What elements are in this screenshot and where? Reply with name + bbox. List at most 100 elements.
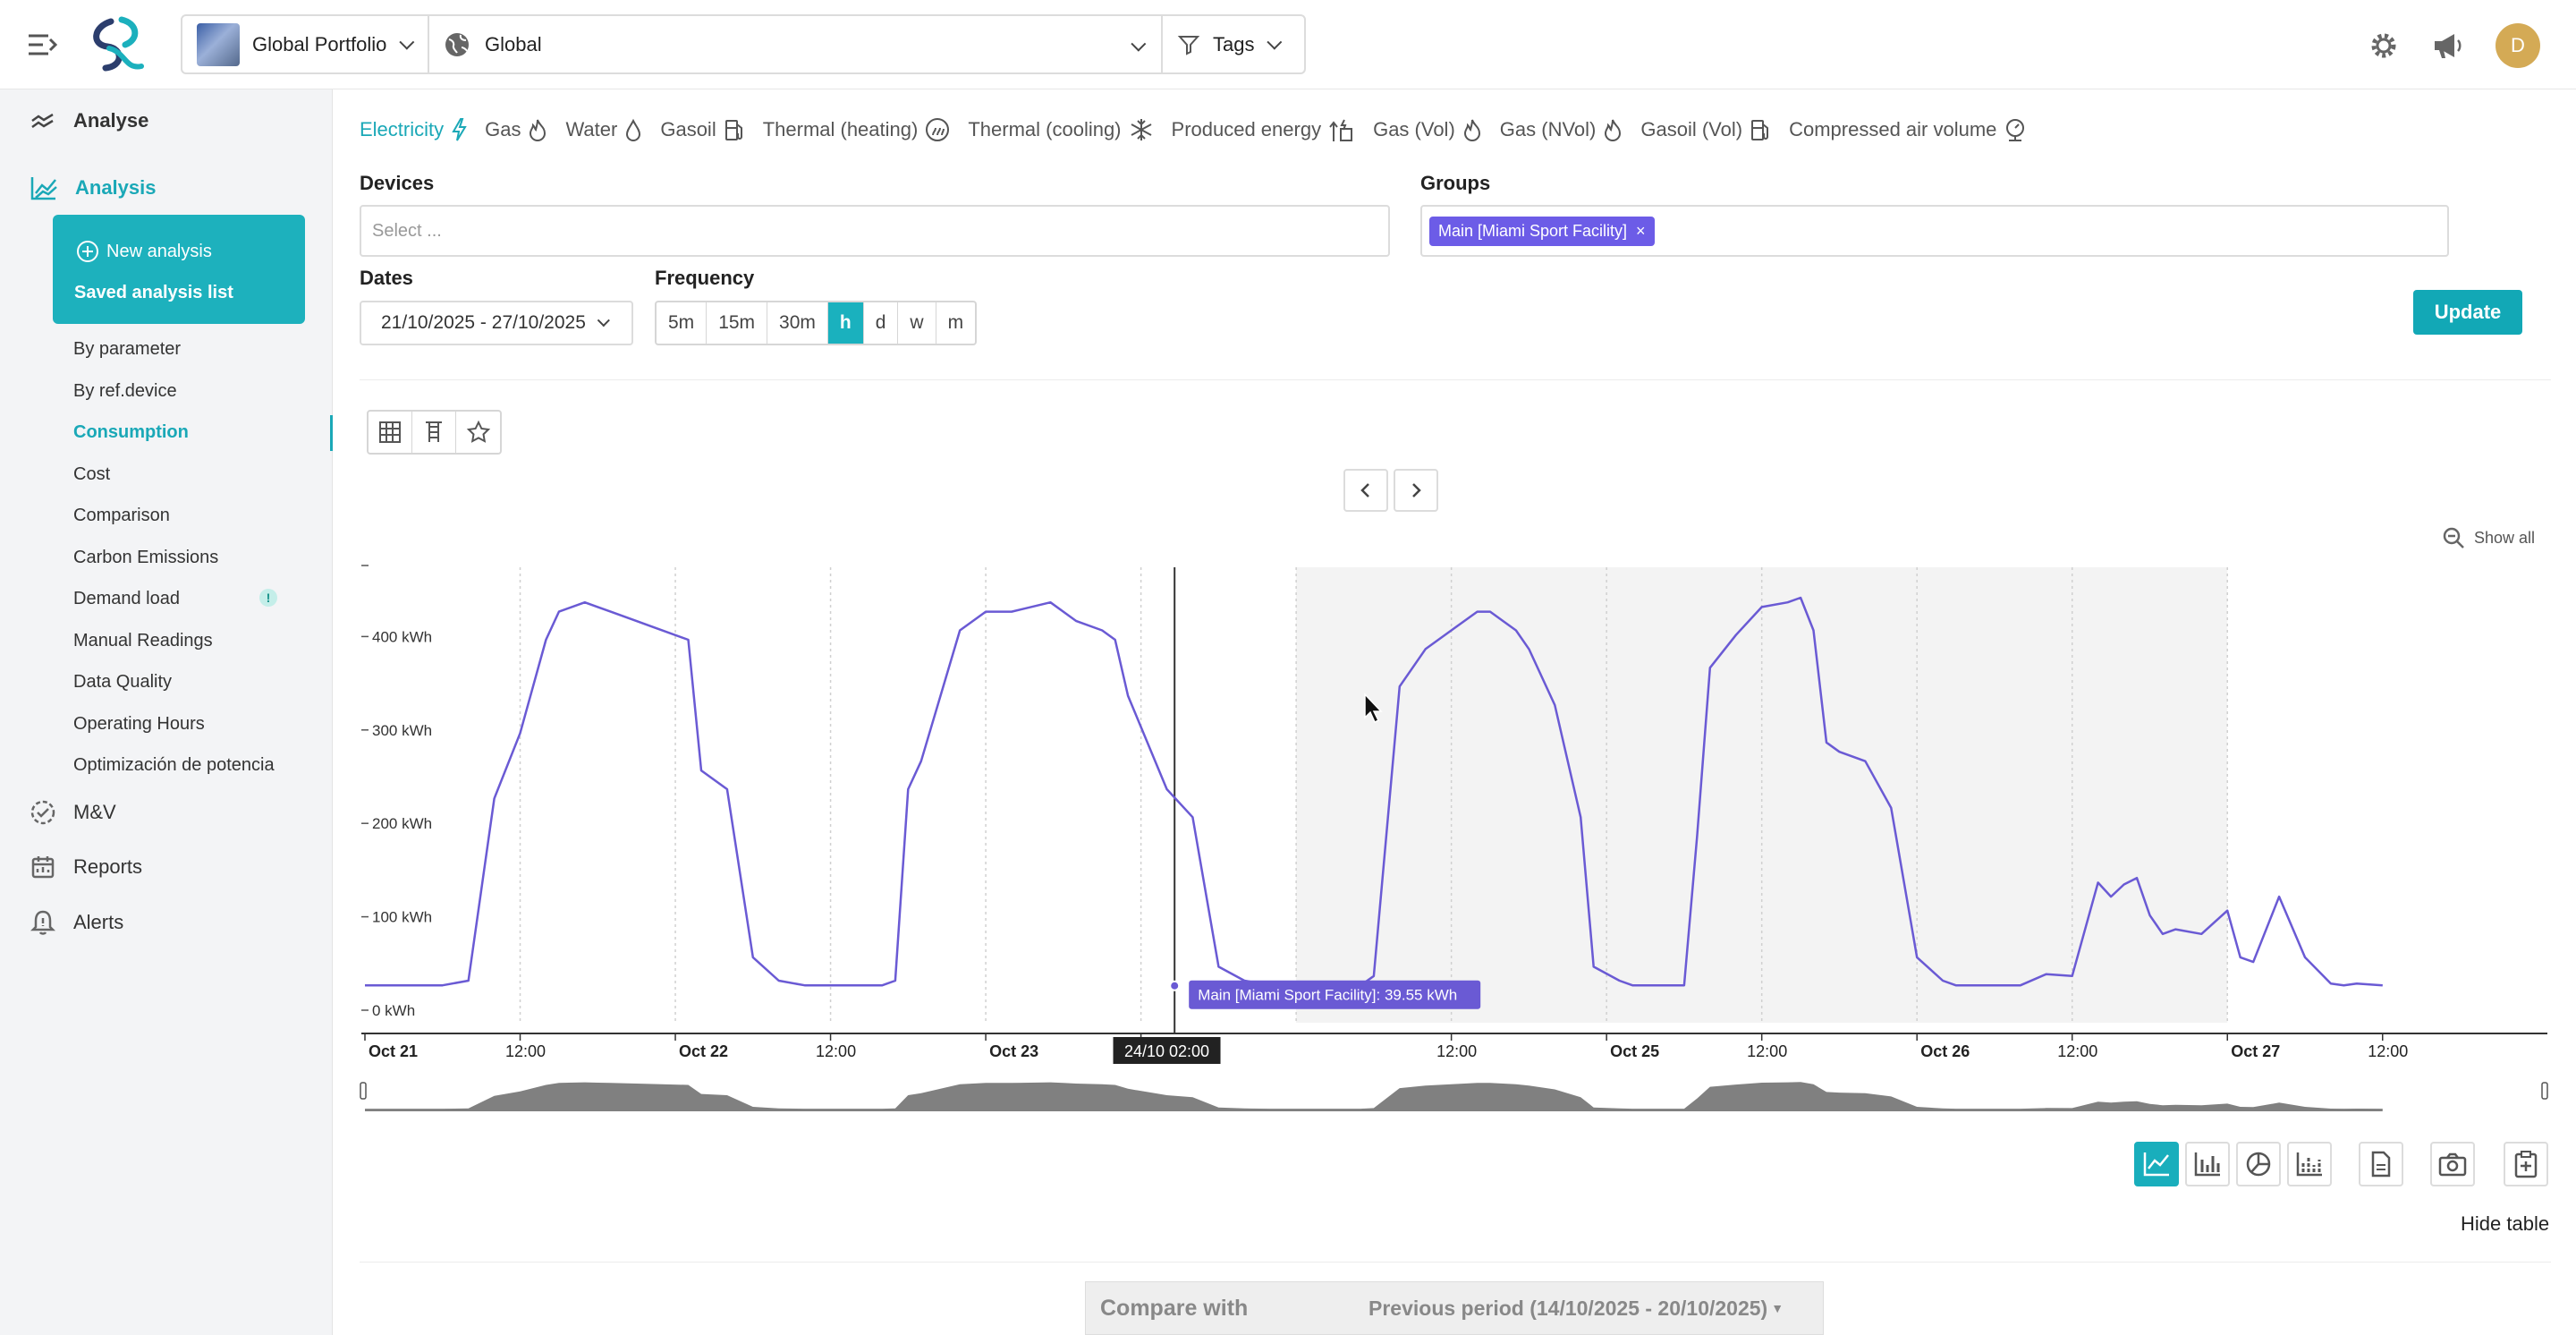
chevron-right-icon [1412,483,1421,497]
sidebar-item-operating-hours[interactable]: Operating Hours [73,714,205,734]
x-tick-label: Oct 21 [369,1042,418,1060]
freq-d[interactable]: d [864,302,899,344]
new-analysis-button[interactable]: New analysis [76,240,212,263]
tags-filter[interactable]: Tags [1163,16,1292,72]
favorite-button[interactable] [456,412,500,453]
x-tick-label: Oct 22 [679,1042,728,1060]
tab-gas-nvol[interactable]: Gas (NVol) [1500,116,1623,143]
pie-chart-icon [2246,1152,2271,1177]
sidebar-item-comparison[interactable]: Comparison [73,506,170,525]
nav-alerts-label: Alerts [73,911,124,933]
next-period-button[interactable] [1394,469,1438,512]
sort-button[interactable] [412,412,456,453]
divider [360,1262,2551,1263]
main-content: Electricity Gas Water Gasoil Thermal (he… [333,89,2576,1335]
scope-selector: Global Portfolio Global Tags [181,14,1306,74]
sidebar-item-by-ref-device[interactable]: By ref.device [73,381,177,401]
tooltip-text: Main [Miami Sport Facility]: 39.55 kWh [1198,987,1457,1004]
app-logo [93,16,144,72]
chevron-down-icon [597,314,610,327]
table-view-button[interactable] [369,412,412,453]
sidebar-item-optimizacion[interactable]: Optimización de potencia [73,755,275,775]
calendar-report-icon [31,856,55,879]
menu-toggle-icon[interactable] [27,30,59,59]
chip-remove-icon[interactable]: × [1636,221,1646,240]
devices-input[interactable]: Select ... [360,205,1390,257]
x-tick-label: Oct 25 [1610,1042,1659,1060]
sidebar-item-consumption[interactable]: Consumption [73,422,189,442]
freq-30m[interactable]: 30m [767,302,828,344]
nav-analyse[interactable]: Analyse [30,109,148,132]
groups-label: Groups [1420,172,1491,194]
sidebar-item-cost[interactable]: Cost [73,464,111,484]
nav-alerts[interactable]: Alerts [30,909,123,936]
chevron-down-icon [1267,34,1283,50]
saved-analysis-link[interactable]: Saved analysis list [74,283,233,302]
freq-m[interactable]: m [947,312,964,333]
sidebar-item-carbon-emissions[interactable]: Carbon Emissions [73,548,219,567]
previous-period-button[interactable] [1343,469,1388,512]
produced-energy-icon [1329,119,1353,141]
tab-water[interactable]: Water [565,116,642,143]
groups-input[interactable]: Main [Miami Sport Facility] × [1420,205,2449,257]
freq-h[interactable]: h [827,302,864,344]
freq-15m[interactable]: 15m [707,302,768,344]
devices-label: Devices [360,172,435,194]
y-tick-label: 0 kWh [372,1002,415,1019]
tab-gas-vol[interactable]: Gas (Vol) [1373,116,1482,143]
camera-icon [2438,1152,2467,1177]
series-line [365,596,2383,987]
portfolio-name: Global Portfolio [252,32,387,55]
energy-tabs: Electricity Gas Water Gasoil Thermal (he… [360,116,2027,143]
show-all-button[interactable]: Show all [2442,526,2535,549]
export-file-button[interactable] [2359,1142,2403,1186]
line-chart-button[interactable] [2134,1142,2179,1186]
frequency-selector: 5m 15m 30m h d w m [655,301,978,345]
tab-thermal-heating[interactable]: Thermal (heating) [763,116,951,143]
date-range-picker[interactable]: 21/10/2025 - 27/10/2025 [360,301,633,345]
dates-label: Dates [360,267,413,289]
nav-mv[interactable]: M&V [30,800,116,825]
stacked-bar-button[interactable] [2287,1142,2332,1186]
tab-compressed-air[interactable]: Compressed air volume [1789,116,2027,143]
megaphone-icon[interactable] [2431,31,2463,60]
update-button[interactable]: Update [2413,290,2522,335]
freq-5m[interactable]: 5m [657,302,708,344]
y-tick-label: 300 kWh [372,722,432,739]
nav-reports-label: Reports [73,855,143,878]
tab-thermal-cooling[interactable]: Thermal (cooling) [968,116,1153,143]
frequency-label: Frequency [655,267,755,289]
gear-icon[interactable] [2368,30,2399,61]
user-avatar[interactable]: D [2496,23,2540,68]
tab-gasoil[interactable]: Gasoil [660,116,744,143]
nav-analysis[interactable]: Analysis [30,175,157,200]
sidebar-item-manual-readings[interactable]: Manual Readings [73,631,213,650]
tab-label: Gasoil (Vol) [1640,118,1743,140]
bar-chart-button[interactable] [2185,1142,2230,1186]
copy-clipboard-button[interactable] [2504,1142,2548,1186]
demand-load-badge: ! [259,589,277,607]
zoom-out-icon [2443,527,2464,548]
tab-gasoil-vol[interactable]: Gasoil (Vol) [1640,116,1771,143]
portfolio-selector[interactable]: Global Portfolio [182,16,429,72]
mouse-pointer [1364,693,1383,724]
screenshot-button[interactable] [2430,1142,2475,1186]
pie-chart-button[interactable] [2236,1142,2281,1186]
tab-produced-energy[interactable]: Produced energy [1172,116,1356,143]
tab-label: Thermal (heating) [762,118,919,140]
tab-gas[interactable]: Gas [485,116,547,143]
stacked-bar-icon [2296,1152,2322,1177]
hide-table-button[interactable]: Hide table [2461,1212,2550,1235]
sidebar-item-by-parameter[interactable]: By parameter [73,339,182,359]
tab-electricity[interactable]: Electricity [360,116,467,143]
tab-label: Gas (Vol) [1373,118,1455,140]
compare-with-selector[interactable]: Compare with Previous period (14/10/2025… [1085,1281,1824,1335]
compressed-air-icon [2006,119,2025,141]
lightning-icon [452,118,467,141]
location-selector[interactable]: Global [429,16,1163,72]
freq-w[interactable]: w [898,302,936,344]
sidebar-item-data-quality[interactable]: Data Quality [73,672,173,692]
nav-reports[interactable]: Reports [30,855,142,880]
active-indicator [330,415,333,451]
sidebar-item-demand-load[interactable]: Demand load [73,589,180,608]
